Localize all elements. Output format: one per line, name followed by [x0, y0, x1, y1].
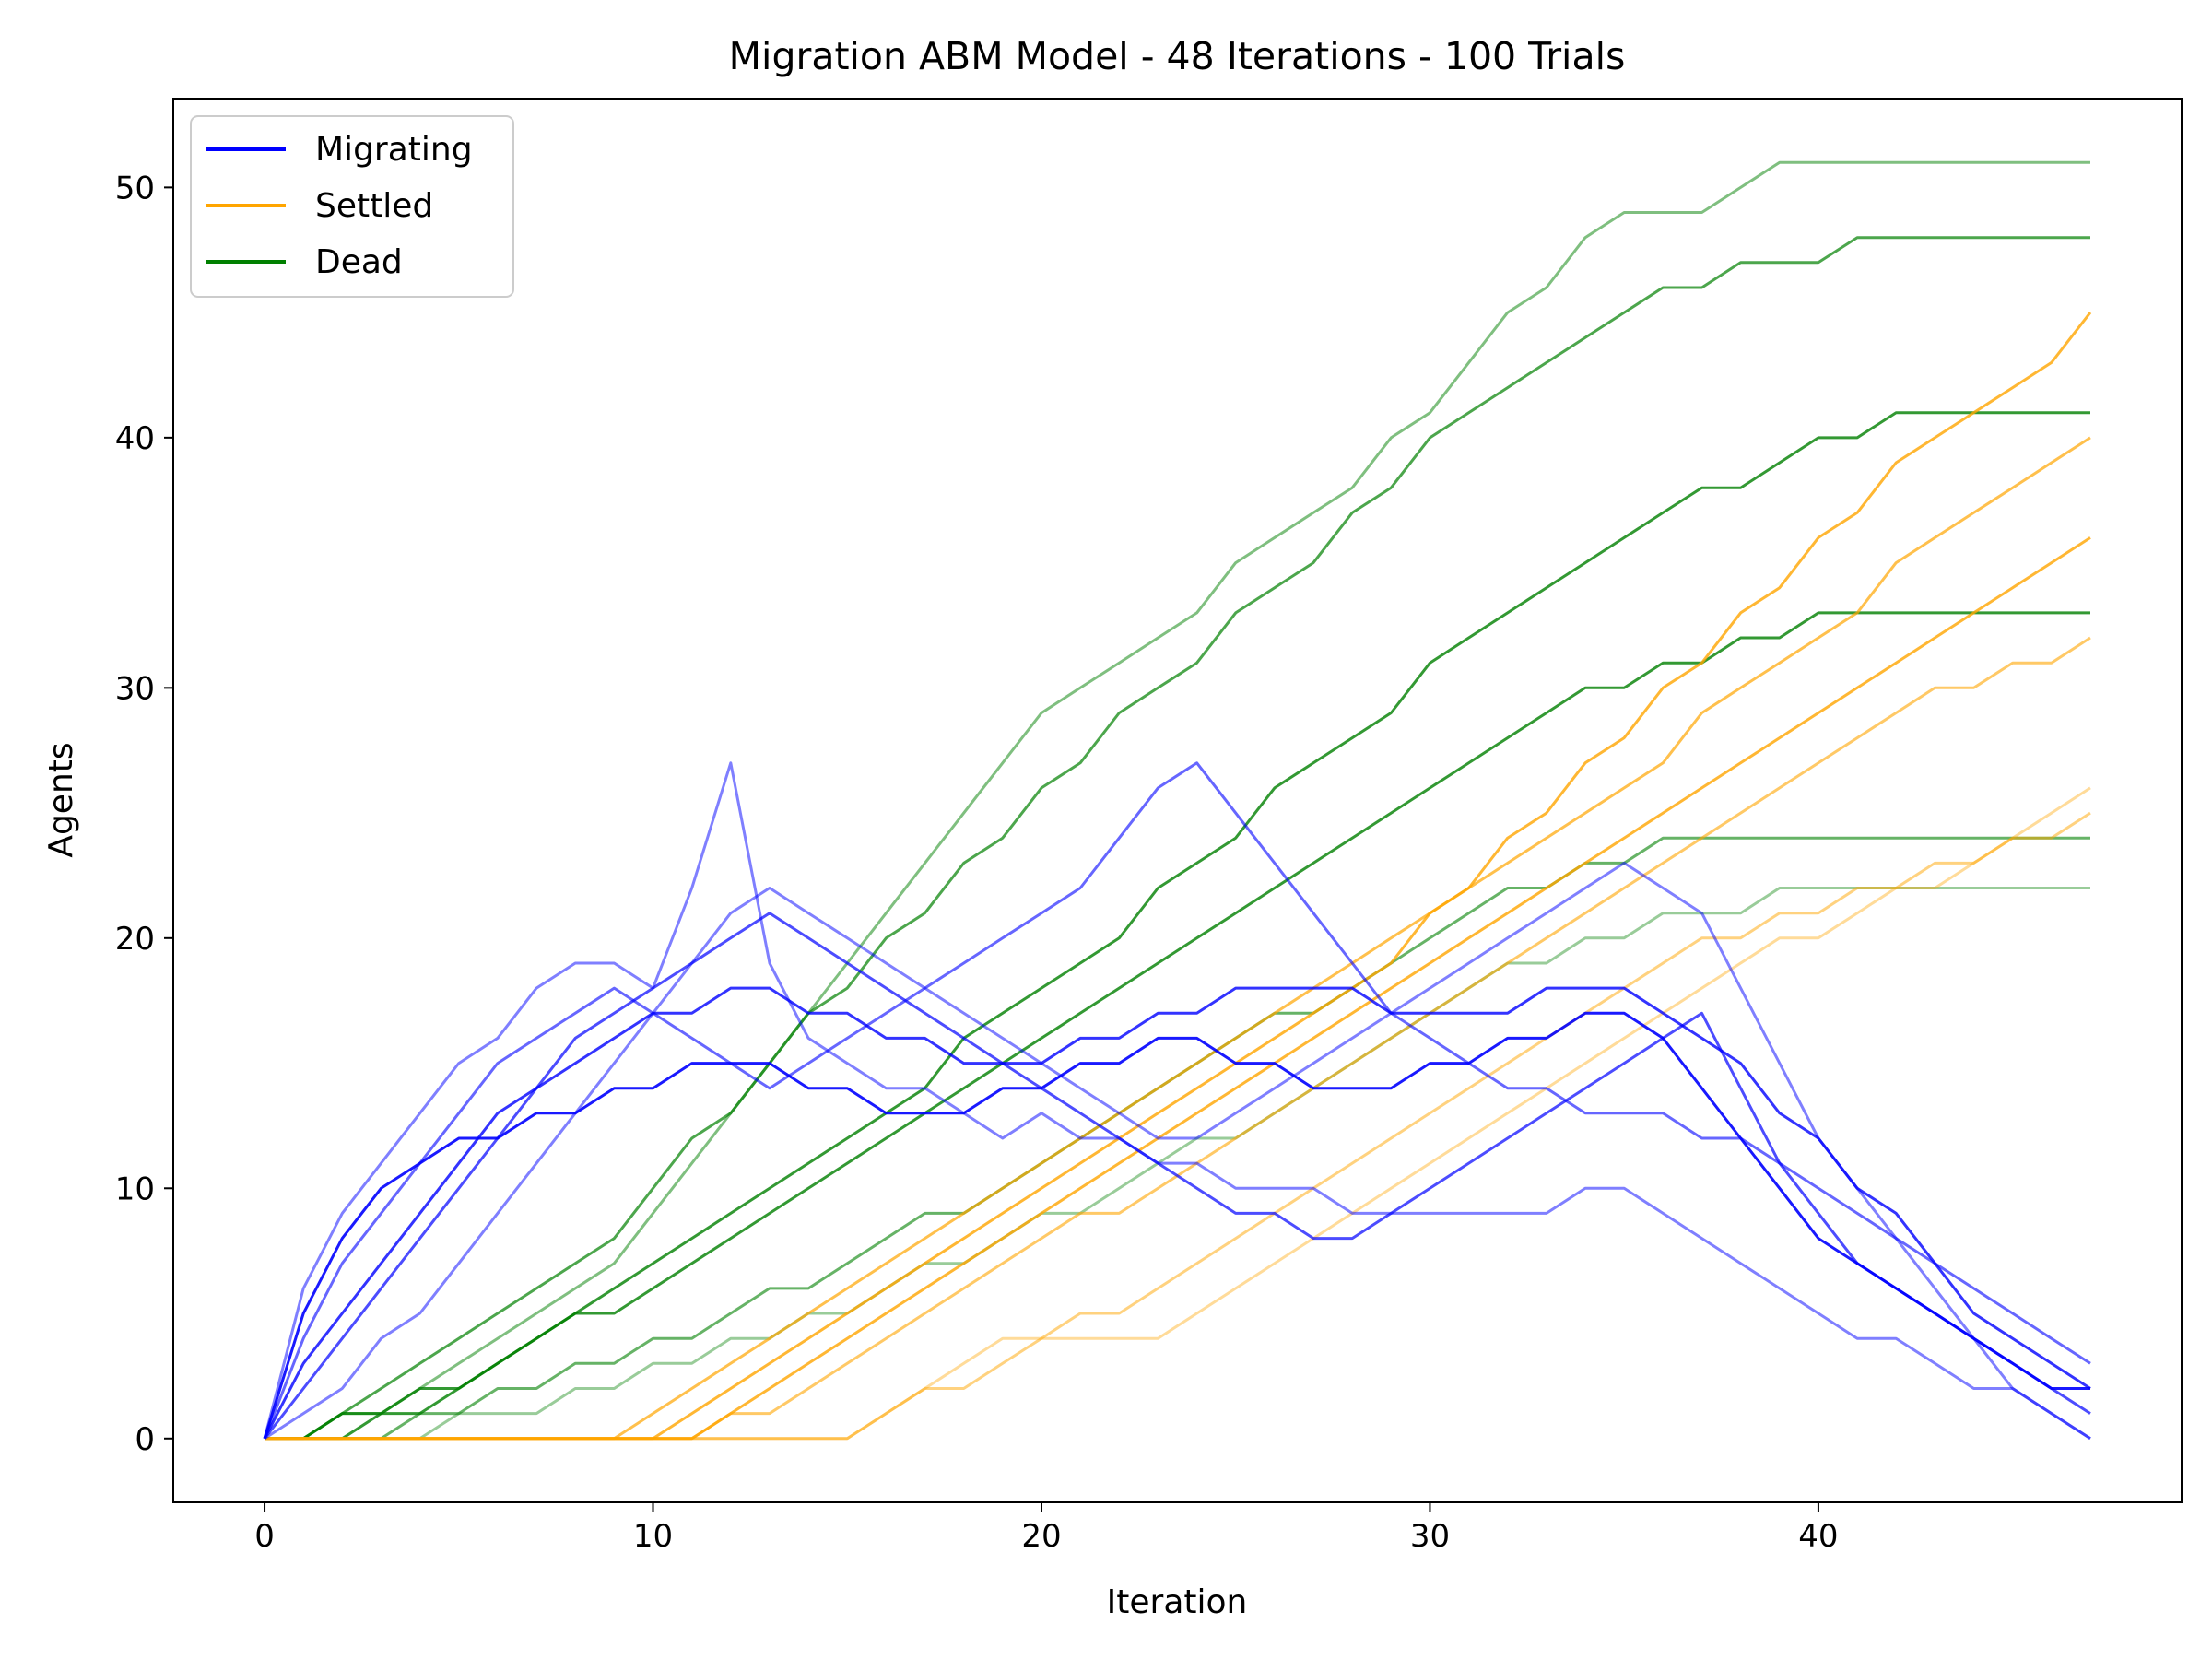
legend-box [190, 115, 514, 298]
series-line-migrating-17 [263, 1011, 2090, 1440]
legend-label-dead: Dead [315, 243, 403, 281]
series-line-migrating-15 [263, 761, 2091, 1440]
x-tick-label: 30 [1410, 1518, 1450, 1555]
series-line-dead-4 [265, 887, 2090, 1441]
x-tick-label: 10 [633, 1518, 673, 1555]
y-axis-ticks: 0 10 20 30 40 50 [115, 170, 173, 1458]
chart-title: Migration ABM Model - 48 Iterations - 10… [729, 34, 1626, 78]
x-tick-label: 40 [1798, 1518, 1838, 1555]
series-line-migrating-13 [263, 986, 2091, 1440]
plot-area [172, 98, 2183, 1503]
legend: Migrating Settled Dead [190, 115, 514, 298]
series-layer [263, 160, 2092, 1441]
x-tick-label: 0 [254, 1518, 275, 1555]
series-line-migrating-16 [264, 861, 2091, 1441]
y-tick-label: 40 [115, 420, 155, 457]
legend-label-settled: Settled [315, 187, 433, 225]
y-tick-label: 20 [115, 921, 155, 958]
series-line-dead-0 [265, 160, 2090, 1441]
series-line-dead-5 [265, 411, 2090, 1441]
y-tick-label: 30 [115, 670, 155, 707]
y-tick-label: 0 [135, 1421, 155, 1458]
series-line-migrating-14 [263, 912, 2091, 1440]
series-line-settled-11 [265, 536, 2091, 1441]
legend-label-migrating: Migrating [315, 131, 473, 169]
y-axis-label: Agents [42, 742, 80, 857]
y-tick-label: 50 [115, 170, 155, 206]
x-axis-ticks: 0 10 20 30 40 [254, 1502, 1839, 1555]
series-line-dead-1 [265, 236, 2090, 1441]
y-tick-label: 10 [115, 1171, 155, 1207]
x-axis-label: Iteration [1107, 1583, 1248, 1621]
plot-frame [172, 98, 2183, 1503]
series-line-migrating-12 [263, 761, 2091, 1441]
x-tick-label: 20 [1021, 1518, 1061, 1555]
